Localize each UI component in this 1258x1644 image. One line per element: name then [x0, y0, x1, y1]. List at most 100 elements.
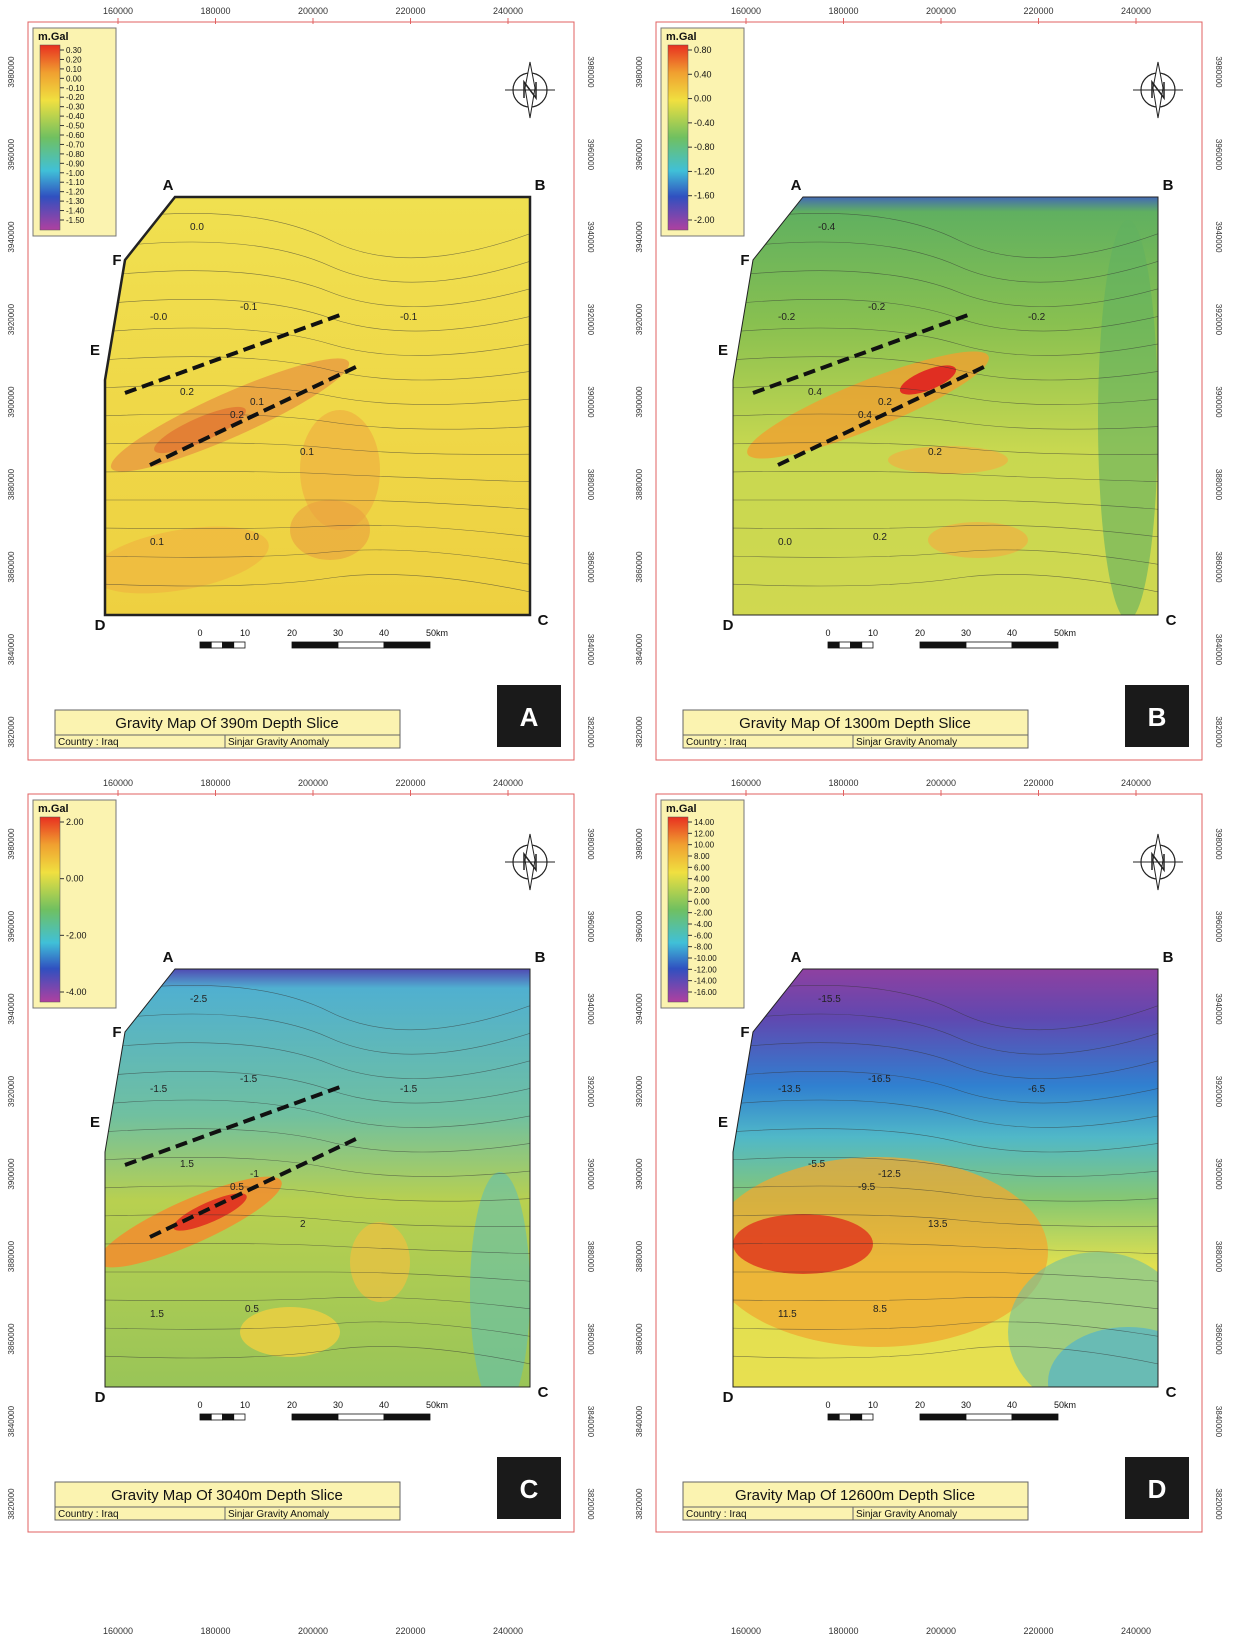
scale-segment	[234, 1414, 245, 1420]
contour-label: 0.0	[245, 532, 259, 543]
country-label: Country : Iraq	[686, 1509, 747, 1520]
scale-segment	[223, 1414, 234, 1420]
scale-segment	[211, 1414, 222, 1420]
corner-label: E	[718, 342, 728, 359]
y-tick-label: 3820000	[7, 1488, 16, 1520]
y-tick-label: 3960000	[586, 139, 595, 171]
contour-label: -13.5	[778, 1084, 801, 1095]
scale-segment	[200, 642, 211, 648]
anomaly	[290, 500, 370, 560]
contour-label: -5.5	[808, 1159, 826, 1170]
scale-label: 20	[287, 628, 297, 638]
contour-label: -0.0	[150, 312, 168, 323]
scale-segment	[223, 642, 234, 648]
contour-label: -0.4	[818, 222, 836, 233]
legend-bar	[668, 817, 688, 1002]
legend-tick-label: -1.50	[66, 216, 85, 225]
anomaly-label: Sinjar Gravity Anomaly	[856, 737, 957, 748]
x-tick-label: 160000	[103, 1626, 133, 1636]
y-tick-label: 3900000	[7, 1158, 16, 1190]
y-tick-label: 3860000	[586, 551, 595, 583]
corner-label: F	[740, 252, 749, 269]
contour-label: -1	[250, 1169, 259, 1180]
corner-label: E	[90, 342, 100, 359]
scale-label: 50km	[1054, 628, 1076, 638]
y-tick-label: 3940000	[7, 993, 16, 1025]
contour-label: 2	[300, 1219, 306, 1230]
scale-segment	[1012, 1414, 1058, 1420]
corner-label: B	[535, 177, 546, 194]
y-tick-label: 3880000	[1214, 1241, 1223, 1273]
scale-label: 20	[915, 628, 925, 638]
contour-label: -1.5	[150, 1084, 168, 1095]
legend-tick-label: -0.60	[66, 131, 85, 140]
corner-label: A	[791, 177, 802, 194]
y-tick-label: 3820000	[586, 716, 595, 748]
legend-tick-label: -10.00	[694, 954, 717, 963]
legend-tick-label: -2.00	[66, 930, 87, 940]
map-title: Gravity Map Of 390m Depth Slice	[115, 715, 338, 732]
legend-bar	[40, 817, 60, 1002]
corner-label: E	[90, 1114, 100, 1131]
anomaly	[1008, 1252, 1188, 1412]
y-tick-label: 3860000	[635, 551, 644, 583]
contour-label: 0.0	[778, 537, 792, 548]
x-tick-label: 220000	[1023, 778, 1053, 788]
x-tick-label: 240000	[493, 778, 523, 788]
x-tick-label: 200000	[926, 6, 956, 16]
y-tick-label: 3820000	[635, 1488, 644, 1520]
scale-label: 0	[197, 628, 202, 638]
contour-label: -1.5	[240, 1074, 258, 1085]
y-tick-label: 3980000	[586, 828, 595, 860]
corner-label: B	[1163, 177, 1174, 194]
country-label: Country : Iraq	[58, 1509, 119, 1520]
contour-label: -12.5	[878, 1169, 901, 1180]
scale-segment	[966, 642, 1012, 648]
legend-unit: m.Gal	[38, 31, 69, 43]
contour-label: 0.5	[245, 1304, 259, 1315]
legend-tick-label: -0.30	[66, 103, 85, 112]
scale-segment	[384, 1414, 430, 1420]
y-tick-label: 3980000	[7, 56, 16, 88]
corner-label: B	[1163, 949, 1174, 966]
corner-label: F	[112, 1024, 121, 1041]
corner-label: D	[723, 1389, 734, 1406]
scale-segment	[966, 1414, 1012, 1420]
x-tick-label: 180000	[828, 6, 858, 16]
legend-tick-label: 0.20	[66, 55, 82, 64]
country-label: Country : Iraq	[58, 737, 119, 748]
legend-tick-label: -0.40	[66, 112, 85, 121]
y-tick-label: 3920000	[7, 303, 16, 335]
y-tick-label: 3860000	[1214, 551, 1223, 583]
x-tick-label: 180000	[200, 1626, 230, 1636]
legend-tick-label: 10.00	[694, 841, 715, 850]
legend-tick-label: -1.60	[694, 191, 715, 201]
corner-label: D	[95, 617, 106, 634]
scale-segment	[211, 642, 222, 648]
x-tick-label: 220000	[395, 1626, 425, 1636]
y-tick-label: 3900000	[635, 386, 644, 418]
scale-label: 0	[197, 1400, 202, 1410]
corner-label: D	[723, 617, 734, 634]
legend-tick-label: -2.00	[694, 215, 715, 225]
y-tick-label: 3880000	[586, 469, 595, 501]
scale-label: 30	[961, 628, 971, 638]
y-tick-label: 3820000	[1214, 716, 1223, 748]
scale-segment	[292, 1414, 338, 1420]
y-tick-label: 3940000	[635, 993, 644, 1025]
legend-tick-label: -1.00	[66, 169, 85, 178]
legend-tick-label: 2.00	[66, 817, 84, 827]
map-title: Gravity Map Of 12600m Depth Slice	[735, 1487, 975, 1504]
legend-tick-label: -0.70	[66, 140, 85, 149]
scale-segment	[828, 1414, 839, 1420]
contour-label: -0.2	[778, 312, 796, 323]
contour-label: 8.5	[873, 1304, 887, 1315]
y-tick-label: 3920000	[635, 303, 644, 335]
y-tick-label: 3820000	[7, 716, 16, 748]
x-tick-label: 240000	[493, 1626, 523, 1636]
x-tick-label: 160000	[731, 1626, 761, 1636]
map-area	[728, 195, 1168, 620]
y-tick-label: 3840000	[635, 633, 644, 665]
